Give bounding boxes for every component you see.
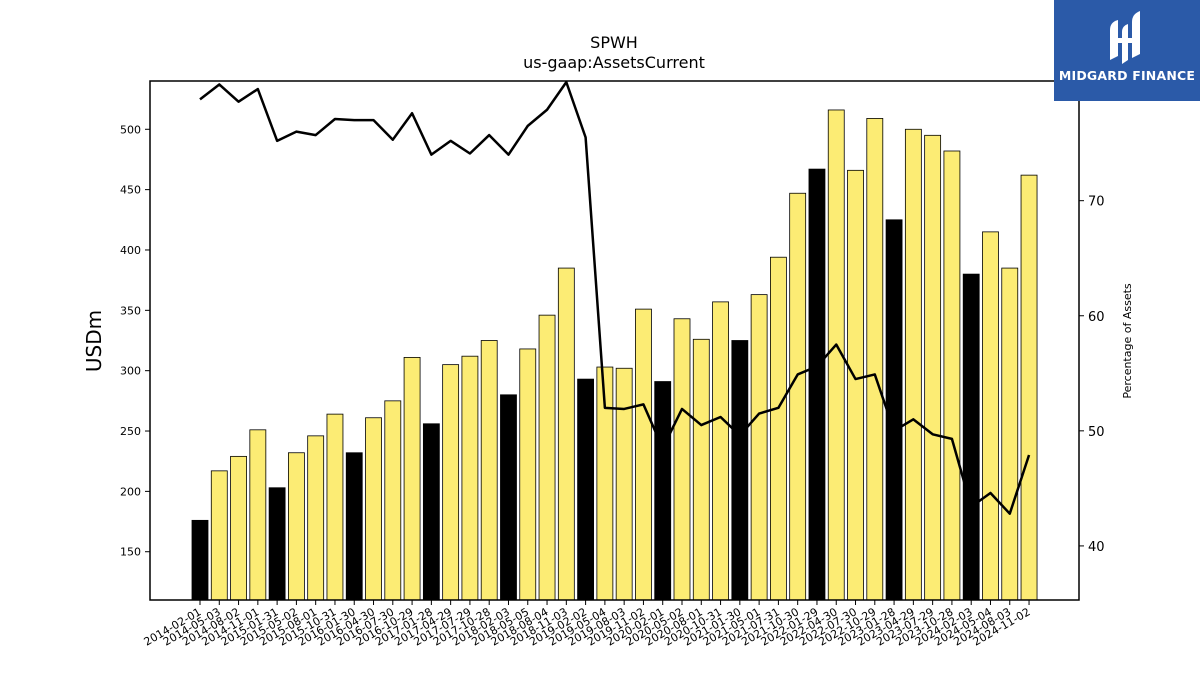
y-tick-label-left: 150 xyxy=(120,546,141,559)
bar xyxy=(345,452,363,601)
y-tick-label-left: 300 xyxy=(120,365,141,378)
bar xyxy=(500,394,517,601)
bar xyxy=(635,308,652,601)
bar xyxy=(731,340,749,601)
bar xyxy=(268,487,286,601)
bar xyxy=(365,417,382,601)
bar xyxy=(943,150,961,601)
bar xyxy=(287,452,305,601)
bar xyxy=(422,423,440,601)
bar xyxy=(384,400,402,601)
bar xyxy=(461,355,479,601)
bar xyxy=(191,519,209,601)
bar xyxy=(885,219,903,601)
y-axis-label-left: USDm xyxy=(82,310,106,372)
bar xyxy=(307,435,325,601)
bar xyxy=(673,318,691,601)
bar xyxy=(210,470,228,601)
brand-name: MIDGARD FINANCE xyxy=(1058,68,1196,83)
bar xyxy=(924,134,942,601)
bar xyxy=(480,340,498,601)
bar xyxy=(403,356,421,601)
y-tick-label-right: 40 xyxy=(1088,540,1105,555)
y-axis-left: 150 200 250 300 350 400 450 500 xyxy=(120,123,150,559)
bar xyxy=(962,273,980,601)
bar xyxy=(750,294,768,601)
bar xyxy=(712,301,729,601)
y-tick-label-left: 250 xyxy=(120,425,141,438)
plot-frame xyxy=(149,80,1080,601)
percentage-line xyxy=(199,80,1031,515)
brand-logo: MIDGARD FINANCE xyxy=(1054,0,1200,101)
bar xyxy=(808,168,826,601)
chart-title: SPWH xyxy=(590,33,638,52)
bar xyxy=(538,314,556,601)
bar xyxy=(847,169,864,601)
bar xyxy=(615,367,633,601)
bar xyxy=(249,429,267,601)
bar xyxy=(789,192,807,601)
bar xyxy=(904,128,922,601)
bar xyxy=(442,364,460,601)
bar xyxy=(866,118,884,601)
bar xyxy=(557,267,575,601)
bar xyxy=(577,378,594,601)
y-axis-label-right: Percentage of Assets xyxy=(1121,283,1134,399)
bar xyxy=(519,348,537,601)
bar xyxy=(326,413,344,601)
y-tick-label-left: 500 xyxy=(120,123,141,136)
y-axis-right: 4050607080 xyxy=(1079,80,1105,555)
bar xyxy=(1020,174,1038,601)
y-tick-label-right: 70 xyxy=(1088,195,1105,210)
y-tick-label-right: 60 xyxy=(1088,310,1105,325)
midgard-logo-icon xyxy=(1110,11,1140,64)
bar xyxy=(654,381,672,601)
bar xyxy=(692,338,710,601)
y-tick-label-left: 400 xyxy=(120,244,141,257)
line-group xyxy=(199,80,1031,515)
bar xyxy=(230,455,247,601)
bar xyxy=(982,231,999,601)
y-tick-label-right: 50 xyxy=(1088,425,1105,440)
x-axis: 2014-02-012014-05-032014-08-022014-11-01… xyxy=(142,600,1033,649)
bar xyxy=(770,256,787,601)
y-tick-label-left: 200 xyxy=(120,485,141,498)
y-tick-label-left: 450 xyxy=(120,184,141,197)
bar xyxy=(1001,267,1019,601)
chart-subtitle: us-gaap:AssetsCurrent xyxy=(523,53,705,72)
bar-group xyxy=(191,109,1038,601)
y-tick-label-left: 350 xyxy=(120,304,141,317)
